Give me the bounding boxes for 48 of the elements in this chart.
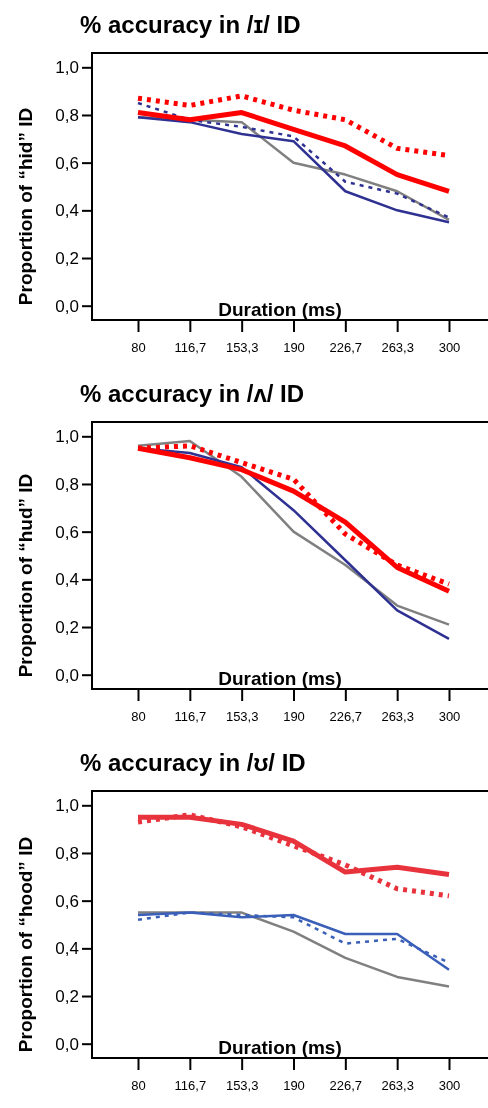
x-tick-label: 226,7 xyxy=(329,708,363,724)
y-axis-title: Proportion of “hid” ID xyxy=(15,107,36,306)
x-tick-label: 190 xyxy=(283,339,305,355)
y-tick-label: 0,2 xyxy=(55,248,79,268)
y-tick-label: 0,6 xyxy=(55,153,79,173)
y-tick-label: 1,0 xyxy=(55,796,79,816)
x-tick-label: 263,3 xyxy=(381,339,414,355)
y-tick-label: 0,8 xyxy=(55,474,79,494)
x-tick-label: 80 xyxy=(131,708,146,724)
x-tick-label: 153,3 xyxy=(225,339,259,355)
y-tick-label: 0,0 xyxy=(55,296,79,316)
x-tick-label: 80 xyxy=(131,1077,146,1093)
x-tick-label: 263,3 xyxy=(381,708,414,724)
x-tick-label: 80 xyxy=(131,339,146,355)
x-tick-label: 153,3 xyxy=(225,1077,259,1093)
x-tick-label: 190 xyxy=(283,708,305,724)
y-tick-label: 0,0 xyxy=(55,665,79,685)
x-tick-label: 116,7 xyxy=(174,708,207,724)
x-axis-title: Duration (ms) xyxy=(218,668,342,689)
y-tick-label: 0,6 xyxy=(55,891,79,911)
y-tick-label: 0,0 xyxy=(55,1034,79,1054)
y-tick-label: 0,2 xyxy=(55,986,79,1006)
x-tick-label: 226,7 xyxy=(329,1077,363,1093)
y-tick-label: 1,0 xyxy=(55,58,79,78)
y-tick-label: 0,8 xyxy=(55,105,79,125)
y-tick-label: 0,8 xyxy=(55,843,79,863)
y-tick-label: 0,4 xyxy=(55,570,79,590)
y-tick-label: 1,0 xyxy=(55,427,79,447)
chart-title: % accuracy in /ʌ/ ID xyxy=(80,380,305,407)
x-tick-label: 300 xyxy=(438,708,461,724)
x-tick-label: 300 xyxy=(438,1077,461,1093)
x-tick-label: 153,3 xyxy=(225,708,259,724)
chart-title: % accuracy in /ɪ/ ID xyxy=(80,11,301,38)
x-axis-title: Duration (ms) xyxy=(218,299,342,320)
x-tick-label: 263,3 xyxy=(381,1077,414,1093)
x-tick-label: 116,7 xyxy=(174,339,207,355)
x-axis-title: Duration (ms) xyxy=(218,1037,342,1058)
y-axis-title: Proportion of “hud” ID xyxy=(15,473,36,678)
y-tick-label: 0,2 xyxy=(55,617,79,637)
y-axis-title: Proportion of “hood” ID xyxy=(15,836,36,1053)
x-tick-label: 116,7 xyxy=(174,1077,207,1093)
y-tick-label: 0,6 xyxy=(55,522,79,542)
chart-title: % accuracy in /ʊ/ ID xyxy=(80,749,306,776)
x-tick-label: 300 xyxy=(438,339,461,355)
x-tick-label: 190 xyxy=(283,1077,305,1093)
y-tick-label: 0,4 xyxy=(55,201,79,221)
y-tick-label: 0,4 xyxy=(55,939,79,959)
x-tick-label: 226,7 xyxy=(329,339,363,355)
